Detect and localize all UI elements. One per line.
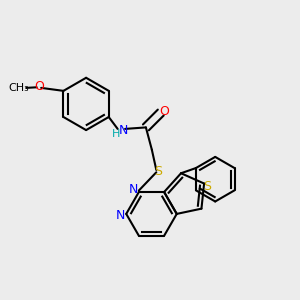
Text: O: O	[35, 80, 45, 93]
Text: N: N	[116, 209, 125, 222]
Text: O: O	[159, 105, 169, 118]
Text: S: S	[203, 180, 211, 193]
Text: CH₃: CH₃	[8, 83, 29, 93]
Text: N: N	[129, 183, 138, 196]
Text: S: S	[154, 165, 162, 178]
Text: H: H	[112, 129, 120, 139]
Text: N: N	[119, 124, 128, 137]
